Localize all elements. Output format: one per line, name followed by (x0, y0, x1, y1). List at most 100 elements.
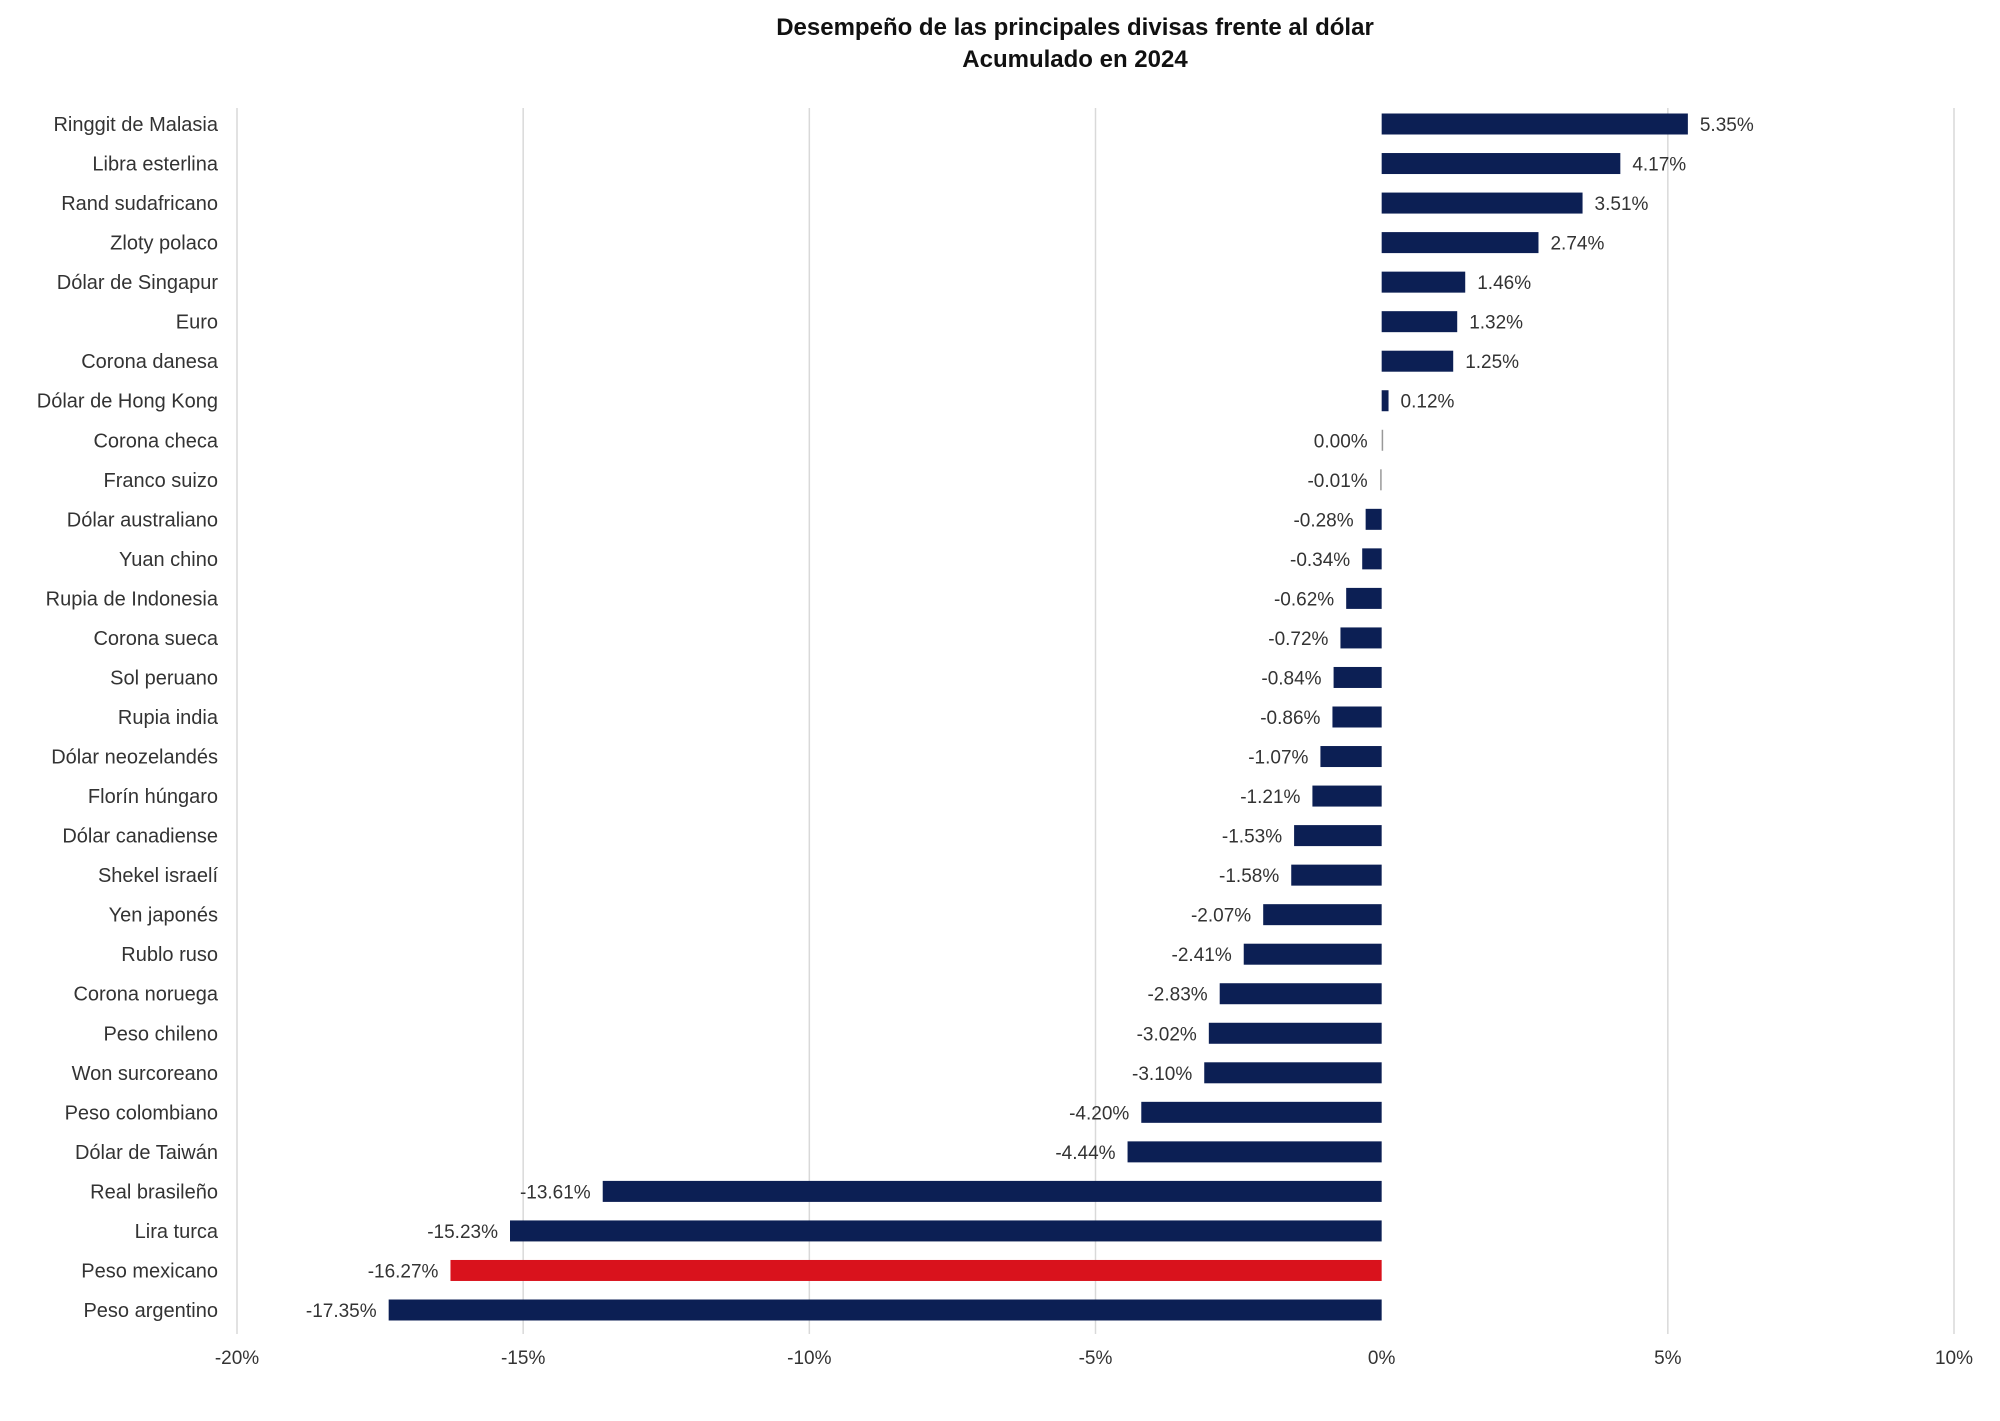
bar (1381, 113, 1688, 135)
x-tick-label: -5% (1079, 1348, 1113, 1369)
data-label: -17.35% (306, 1301, 377, 1322)
chart-subtitle: Acumulado en 2024 (962, 46, 1188, 73)
category-label: Rand sudafricano (61, 193, 218, 215)
category-label: Yen japonés (109, 905, 218, 927)
category-label: Rupia de Indonesia (46, 588, 219, 610)
bar (1381, 350, 1454, 372)
category-label: Corona danesa (81, 351, 219, 373)
data-label: 1.32% (1469, 313, 1523, 334)
bar (1208, 1022, 1382, 1044)
data-label: 3.51% (1595, 194, 1649, 215)
bar (1381, 271, 1466, 293)
data-label: -1.21% (1240, 787, 1300, 808)
category-label: Corona noruega (73, 984, 218, 1006)
x-tick-label: -10% (787, 1348, 831, 1369)
bar (1362, 548, 1382, 570)
category-label: Dólar de Hong Kong (37, 391, 218, 413)
bar (450, 1259, 1382, 1281)
bar (1365, 508, 1382, 530)
category-label: Peso chileno (103, 1023, 218, 1045)
x-tick-label: 0% (1368, 1348, 1396, 1369)
bar (1243, 943, 1382, 965)
data-label: 4.17% (1632, 155, 1686, 176)
bar (1204, 1062, 1382, 1084)
x-tick-label: -15% (501, 1348, 545, 1369)
data-label: -16.27% (368, 1261, 439, 1282)
x-tick-label: 5% (1654, 1348, 1682, 1369)
data-label: -13.61% (520, 1182, 591, 1203)
bar (1381, 429, 1384, 451)
bar (388, 1299, 1382, 1321)
data-label: -3.02% (1137, 1024, 1197, 1045)
x-tick-label: 10% (1935, 1348, 1973, 1369)
category-label: Sol peruano (110, 667, 218, 689)
bar (1332, 706, 1382, 728)
data-label: -0.84% (1261, 668, 1321, 689)
category-label: Florín húngaro (88, 786, 218, 808)
data-label: -0.62% (1274, 589, 1334, 610)
bar (1381, 311, 1458, 333)
bar (1127, 1141, 1382, 1163)
data-label: -0.01% (1307, 471, 1367, 492)
data-label: 1.46% (1477, 273, 1531, 294)
data-label: -4.20% (1069, 1103, 1129, 1124)
data-label: 0.12% (1401, 392, 1455, 413)
bar (1294, 825, 1382, 847)
bar (602, 1180, 1382, 1202)
bar (1291, 864, 1382, 886)
data-label: -1.53% (1222, 827, 1282, 848)
category-label: Shekel israelí (98, 865, 219, 887)
bar (1346, 587, 1382, 609)
data-label: -2.83% (1147, 985, 1207, 1006)
category-label: Peso argentino (83, 1300, 218, 1322)
category-label: Dólar neozelandés (51, 747, 218, 769)
category-label: Rupia india (118, 707, 219, 729)
category-label: Peso colombiano (65, 1102, 218, 1124)
category-label: Dólar de Taiwán (75, 1142, 218, 1164)
data-label: -0.72% (1268, 629, 1328, 650)
bar (1380, 469, 1382, 491)
category-label: Real brasileño (90, 1181, 218, 1203)
data-label: -1.58% (1219, 866, 1279, 887)
bar (1381, 153, 1621, 175)
category-label: Won surcoreano (72, 1063, 218, 1085)
category-label: Ringgit de Malasia (53, 114, 218, 136)
category-label: Libra esterlina (92, 154, 219, 176)
category-label: Rublo ruso (121, 944, 218, 966)
data-label: -0.28% (1293, 510, 1353, 531)
data-label: -0.34% (1290, 550, 1350, 571)
x-tick-label: -20% (215, 1348, 259, 1369)
category-label: Franco suizo (104, 470, 219, 492)
category-label: Corona checa (93, 430, 218, 452)
category-label: Corona sueca (93, 628, 218, 650)
data-label: -2.41% (1172, 945, 1232, 966)
data-label: 2.74% (1550, 234, 1604, 255)
data-label: 0.00% (1314, 431, 1368, 452)
category-label: Dólar australiano (67, 509, 218, 531)
category-label: Zloty polaco (110, 233, 218, 255)
data-label: 5.35% (1700, 115, 1754, 136)
bar (1381, 192, 1583, 214)
bar (1320, 746, 1382, 768)
data-label: -15.23% (427, 1222, 498, 1243)
data-label: -3.10% (1132, 1064, 1192, 1085)
bar (1381, 232, 1539, 254)
data-label: 1.25% (1465, 352, 1519, 373)
category-label: Euro (176, 312, 218, 334)
category-label: Dólar de Singapur (57, 272, 219, 294)
bar (1340, 627, 1382, 649)
chart-title: Desempeño de las principales divisas fre… (776, 14, 1374, 41)
bar (1263, 904, 1382, 926)
category-label: Peso mexicano (81, 1260, 218, 1282)
bar (1141, 1101, 1382, 1123)
data-label: -1.07% (1248, 748, 1308, 769)
data-label: -2.07% (1191, 906, 1251, 927)
category-label: Yuan chino (119, 549, 218, 571)
bar (1312, 785, 1382, 807)
bar (510, 1220, 1382, 1242)
bar (1381, 390, 1389, 412)
data-label: -0.86% (1260, 708, 1320, 729)
bar (1219, 983, 1382, 1005)
data-label: -4.44% (1055, 1143, 1115, 1164)
category-label: Lira turca (135, 1221, 219, 1243)
